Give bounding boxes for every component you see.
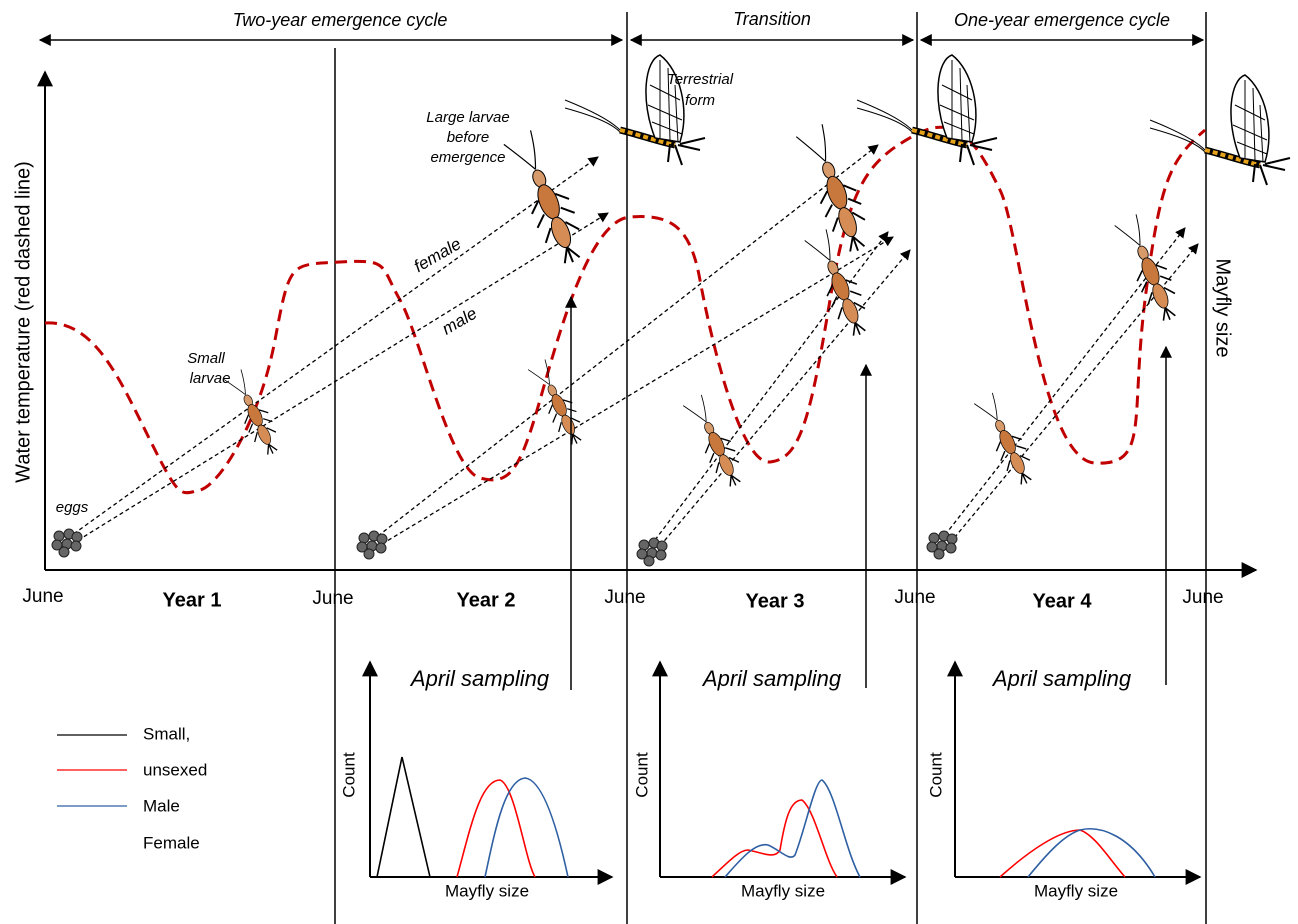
eggs-icon — [636, 537, 668, 567]
month-label: June — [1182, 587, 1223, 608]
month-label: June — [312, 588, 353, 609]
annotation: larvae — [190, 370, 231, 387]
cycle-label: Two-year emergence cycle — [233, 10, 448, 30]
year-label: Year 1 — [163, 589, 222, 611]
annotation: Small — [187, 350, 225, 367]
annotation: before — [447, 129, 490, 146]
mayfly-icon — [1150, 75, 1290, 185]
month-label: June — [604, 587, 645, 608]
larva-icon — [1112, 210, 1186, 327]
panel-title: April sampling — [991, 666, 1132, 691]
legend-label: Small, — [143, 724, 190, 743]
panel-y-label: Count — [339, 752, 358, 798]
eggs-icon — [51, 528, 83, 558]
annotation: female — [411, 234, 465, 276]
cycle-label: One-year emergence cycle — [954, 10, 1170, 30]
legend-label: Female — [143, 833, 200, 852]
year-label: Year 2 — [457, 589, 516, 611]
annotation: Terrestrial — [667, 71, 734, 88]
month-label: June — [894, 587, 935, 608]
panel-title: April sampling — [409, 666, 550, 691]
cycle-label: Transition — [733, 9, 811, 29]
legend-label: unsexed — [143, 760, 207, 779]
month-label: June — [22, 586, 63, 607]
y-axis-label: Water temperature (red dashed line) — [12, 161, 34, 483]
annotation: male — [439, 304, 480, 339]
larva-icon — [681, 391, 750, 492]
panel-y-label: Count — [632, 752, 651, 798]
panel-x-label: Mayfly size — [741, 881, 825, 900]
year-label: Year 4 — [1033, 590, 1093, 612]
panel-y-label: Count — [926, 752, 945, 798]
larva-icon — [222, 366, 286, 460]
sampling-panel: April sampling Count Mayfly size — [339, 660, 614, 900]
sampling-panel: April sampling Count Mayfly size — [926, 660, 1202, 900]
panel-title: April sampling — [701, 666, 842, 691]
panel-x-label: Mayfly size — [1034, 881, 1118, 900]
larva-icon — [972, 389, 1041, 490]
legend-label: Male — [143, 796, 180, 815]
sampling-panel: April sampling Count Mayfly size — [632, 660, 907, 900]
panel-x-label: Mayfly size — [445, 881, 529, 900]
larva-icon — [501, 125, 593, 271]
larva-icon — [526, 356, 590, 450]
year-label: Year 3 — [746, 590, 805, 612]
eggs-icon — [926, 530, 958, 560]
larva-icon — [794, 120, 877, 259]
eggs-icon — [356, 530, 388, 560]
annotation: emergence — [430, 149, 505, 166]
annotation: eggs — [56, 499, 89, 516]
legend: Small, unsexed Male Female — [57, 724, 207, 852]
temperature-curve — [44, 125, 1206, 495]
right-axis-label: Mayfly size — [1212, 259, 1234, 358]
annotation: Large larvae — [426, 109, 509, 126]
growth-arrows — [67, 144, 1199, 547]
annotation: form — [685, 92, 715, 109]
